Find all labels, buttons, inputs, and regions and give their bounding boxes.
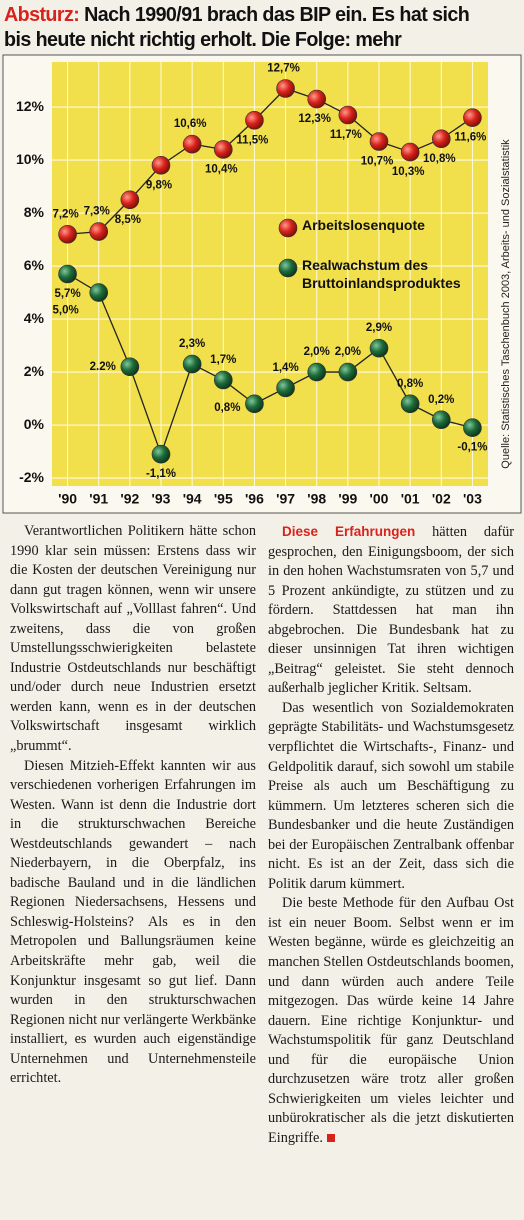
data-label: 7,2% (52, 208, 78, 220)
data-label: 11,5% (236, 134, 268, 146)
data-point (369, 132, 389, 151)
x-tick-label: '90 (58, 491, 77, 507)
legend-entry: Realwachstum des Bruttoinlandsproduktes (302, 257, 461, 291)
data-label: 10,3% (392, 166, 425, 178)
x-tick-label: '91 (89, 491, 108, 507)
text: hätten dafür gesprochen, den Einigungsbo… (268, 524, 515, 697)
data-point (89, 222, 109, 241)
y-tick-label: 4% (24, 310, 45, 326)
y-tick-label: 2% (24, 363, 45, 379)
data-point (182, 134, 202, 154)
left-column: Verantwortlichen Politikern hätte schon … (10, 522, 256, 1089)
data-point (276, 79, 295, 98)
legend-entry: Arbeitslosenquote (302, 217, 425, 233)
data-label: 12,7% (267, 63, 300, 75)
data-point (151, 444, 171, 464)
data-point (276, 378, 295, 398)
x-tick-label: '03 (463, 491, 482, 507)
y-tick-label: 10% (16, 151, 45, 167)
x-tick-label: '99 (338, 491, 357, 507)
x-tick-label: '97 (276, 491, 295, 507)
data-label: 0,8% (397, 378, 423, 390)
data-label: 2,0% (335, 346, 361, 358)
x-tick-label: '94 (183, 491, 202, 507)
series-line (67, 273, 473, 457)
data-label: 10,4% (205, 163, 238, 175)
data-point (463, 108, 482, 127)
paragraph: Verantwortlichen Politikern hätte schon … (10, 523, 256, 755)
x-tick-label: '01 (401, 491, 420, 507)
data-point (463, 418, 482, 438)
paragraph: Das wesentlich von Sozialdemokraten gepr… (268, 699, 514, 892)
data-point (400, 142, 420, 162)
source: Quelle: Statistisches Taschenbuch 2003, … (500, 139, 512, 469)
data-label: 2,0% (304, 346, 330, 358)
data-label: 10,6% (174, 118, 207, 130)
data-point (58, 264, 77, 284)
right-column: Diese Erfahrungen hätten dafür gesproche… (268, 522, 514, 1149)
data-point (213, 140, 233, 159)
data-label: 2,9% (366, 322, 392, 334)
data-label: 5,7% (54, 288, 80, 300)
data-point (369, 338, 389, 358)
y-tick-label: 6% (24, 257, 45, 273)
data-point (120, 190, 140, 210)
paragraph: Diese Erfahrungen hätten dafür gesproche… (268, 522, 514, 699)
data-label: 1,7% (210, 354, 236, 366)
data-point (307, 89, 327, 109)
data-label: 10,8% (423, 153, 456, 165)
data-label: 2.2% (90, 361, 116, 373)
data-point (245, 111, 264, 130)
kicker: Absturz: (4, 3, 80, 26)
data-point (431, 410, 451, 430)
y-tick-label: 8% (24, 204, 45, 220)
x-tick-label: '93 (152, 491, 171, 507)
x-tick-label: '98 (307, 491, 326, 507)
lead: Diese Erfahrungen (282, 524, 416, 539)
data-point (400, 394, 420, 414)
data-point (120, 357, 140, 377)
data-label: 5,0% (52, 305, 78, 317)
data-point (245, 394, 264, 414)
data-label: 2,3% (179, 338, 205, 350)
data-label: 0,8% (214, 402, 240, 414)
x-tick-label: '00 (370, 491, 389, 507)
x-tick-label: '95 (214, 491, 233, 507)
data-point (213, 370, 233, 390)
legend-marker (278, 258, 298, 278)
legend-marker (278, 218, 298, 238)
data-label: 0,2% (428, 394, 454, 406)
data-point (182, 354, 202, 374)
data-label: 9,8% (146, 179, 172, 191)
data-label: 10,7% (361, 156, 394, 168)
y-tick-label: 12% (16, 98, 45, 114)
data-label: 12,3% (298, 113, 331, 125)
plot-area (52, 62, 488, 486)
data-label: 11,7% (330, 129, 362, 141)
data-point (431, 129, 451, 149)
data-point (58, 224, 77, 244)
data-label: 7,3% (84, 206, 110, 218)
data-label: -0,1% (457, 442, 487, 454)
x-tick-label: '96 (245, 491, 264, 507)
data-point (338, 362, 358, 382)
y-tick-label: -2% (19, 469, 44, 485)
data-point (338, 105, 358, 125)
data-label: 11,6% (454, 132, 486, 144)
x-tick-label: '92 (120, 491, 139, 507)
chart: -2% 0% 2% 4% 6% 8% 10% 12% '90 '91 '92 '93 '94 '95 '96… (2, 54, 522, 514)
paragraph: Diesen Mitzieh-Effekt kannten wir aus ve… (10, 757, 256, 1087)
data-point (307, 362, 327, 382)
data-point (89, 283, 109, 302)
paragraph: Die beste Methode für den Aufbau Ost ist… (268, 895, 514, 1146)
end-mark (326, 1133, 335, 1142)
data-label: 8,5% (115, 214, 141, 226)
x-tick-label: '02 (432, 491, 451, 507)
data-point (151, 156, 171, 175)
data-label: -1,1% (146, 468, 176, 480)
data-label: 1,4% (272, 362, 298, 374)
y-tick-label: 0% (24, 416, 45, 432)
